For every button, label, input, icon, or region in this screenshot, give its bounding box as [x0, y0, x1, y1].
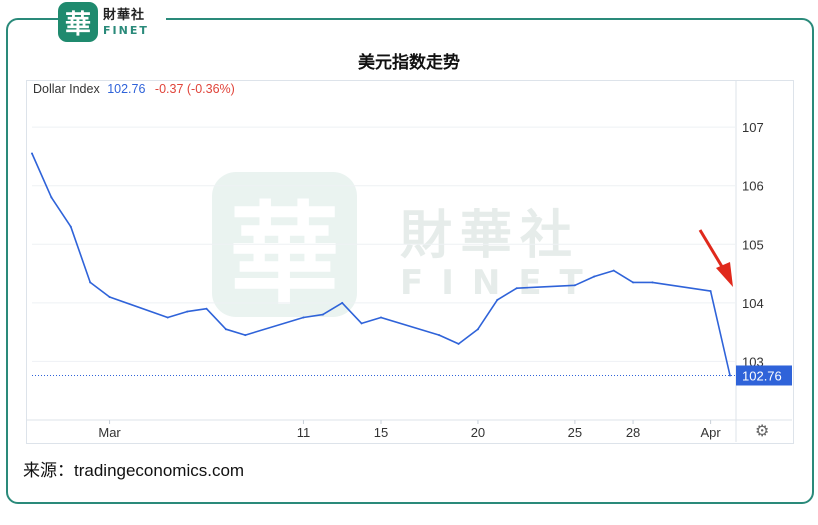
data-point	[457, 342, 460, 345]
x-tick-label: 25	[568, 425, 582, 440]
data-point	[341, 301, 344, 304]
x-tick-label: 11	[297, 425, 311, 440]
brand-name-en: FINET	[103, 23, 149, 37]
data-point	[612, 269, 615, 272]
data-point	[89, 281, 92, 284]
data-point	[108, 296, 111, 298]
data-point	[166, 316, 169, 319]
data-point	[50, 196, 53, 199]
brand-logo: 華 財華社 FINET	[58, 0, 166, 44]
data-point	[224, 328, 227, 331]
data-point	[496, 298, 499, 301]
y-tick-label: 104	[742, 296, 764, 311]
x-tick-label: 20	[471, 425, 485, 440]
data-point	[593, 275, 596, 278]
data-point	[380, 316, 382, 319]
gear-icon[interactable]: ⚙	[755, 421, 770, 440]
brand-logo-mark: 華	[58, 2, 98, 42]
data-point	[205, 307, 208, 310]
data-point	[573, 284, 576, 287]
source-note: 来源：tradingeconomics.com	[23, 461, 245, 480]
watermark-text: 財華社 FINET	[400, 206, 601, 303]
brand-name-cn: 財華社	[103, 7, 146, 23]
data-point	[729, 374, 731, 377]
data-point	[31, 152, 33, 155]
data-point	[515, 287, 518, 290]
data-point	[709, 290, 712, 293]
y-tick-label: 105	[742, 237, 764, 252]
chart-panel	[26, 80, 794, 444]
data-point	[69, 225, 72, 228]
data-point	[651, 281, 654, 284]
data-point	[360, 322, 363, 325]
x-tick-label: 28	[626, 425, 640, 440]
y-tick-label: 107	[742, 120, 764, 135]
data-point	[244, 334, 247, 337]
last-value-label: 102.76	[742, 368, 782, 383]
legend-series-value: 102.76	[107, 82, 146, 96]
red-arrow-head	[716, 262, 733, 287]
last-value-box	[736, 365, 792, 386]
chart-title: 美元指数走势	[358, 53, 460, 73]
x-tick-label: Mar	[98, 425, 121, 440]
x-tick-label: Apr	[700, 425, 721, 440]
legend-series-name: Dollar Index	[33, 82, 100, 96]
data-point	[438, 334, 441, 337]
red-arrow-shaft	[698, 229, 726, 271]
data-point	[476, 328, 479, 331]
data-point	[186, 310, 189, 313]
data-point	[302, 316, 305, 319]
series-line-dollar-index	[31, 153, 731, 376]
data-point	[321, 313, 324, 316]
legend-series-change: -0.37 (-0.36%)	[154, 82, 235, 96]
y-tick-label: 106	[742, 179, 764, 194]
brand-logo-text: 財華社 FINET	[103, 9, 149, 36]
x-tick-label: 15	[374, 425, 388, 440]
data-point	[632, 281, 635, 284]
chart-legend: Dollar Index 102.76 -0.37 (-0.36%)	[33, 82, 235, 96]
